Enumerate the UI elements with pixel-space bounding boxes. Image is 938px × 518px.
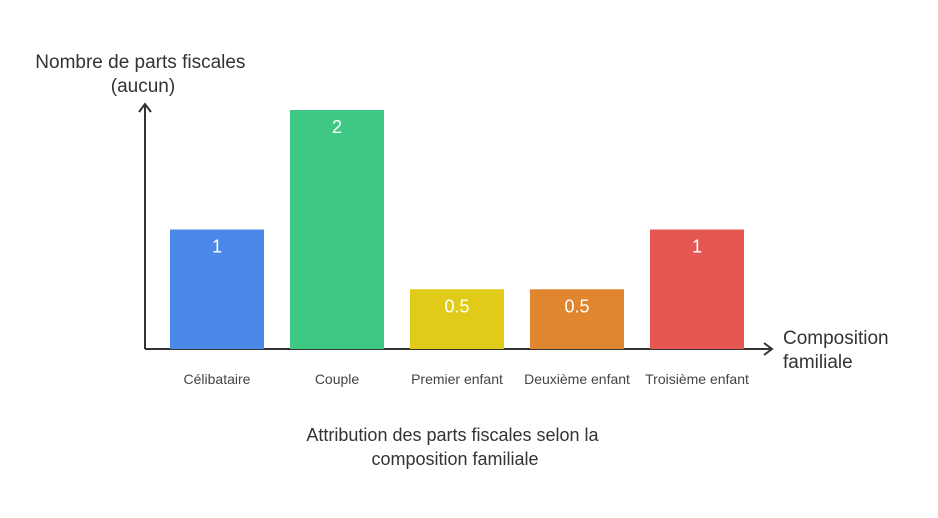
bar-value-label-troisieme-enfant: 1 (692, 237, 702, 257)
y-axis-title: Nombre de parts fiscales (aucun) (35, 52, 250, 97)
bar-premier-enfant (410, 289, 504, 349)
bar-value-label-couple: 2 (332, 117, 342, 137)
bar-value-label-deuxieme-enfant: 0.5 (564, 296, 589, 316)
bar-deuxieme-enfant (530, 289, 624, 349)
bar-value-label-premier-enfant: 0.5 (444, 296, 469, 316)
x-tick-label-troisieme-enfant: Troisième enfant (645, 371, 749, 387)
y-axis-arrow-icon (138, 102, 152, 113)
bar-couple (290, 110, 384, 349)
x-axis-arrow-icon (763, 342, 774, 356)
x-tick-labels-group: Célibataire Couple Premier enfant Deuxième … (184, 371, 749, 387)
x-tick-label-couple: Couple (315, 371, 360, 387)
x-tick-label-deuxieme-enfant: Deuxième enfant (524, 371, 630, 387)
chart-title: Attribution des parts fiscales selon la … (306, 425, 603, 469)
x-tick-label-premier-enfant: Premier enfant (411, 371, 503, 387)
x-axis-title: Composition familiale (783, 328, 894, 373)
chart-title-line-2: composition familiale (371, 449, 538, 469)
bar-troisieme-enfant (650, 229, 744, 349)
x-axis-title-line-1: Composition (783, 328, 889, 349)
bars-group (170, 110, 744, 349)
bar-labels-group: 1 2 0.5 0.5 1 (212, 117, 702, 316)
x-tick-label-celibataire: Célibataire (184, 371, 251, 387)
bar-celibataire (170, 229, 264, 349)
bar-value-label-celibataire: 1 (212, 237, 222, 257)
y-axis-title-line-2: (aucun) (111, 76, 175, 97)
x-axis-title-line-2: familiale (783, 352, 853, 373)
y-axis-title-line-1: Nombre de parts fiscales (35, 52, 245, 73)
chart-title-line-1: Attribution des parts fiscales selon la (306, 425, 599, 445)
